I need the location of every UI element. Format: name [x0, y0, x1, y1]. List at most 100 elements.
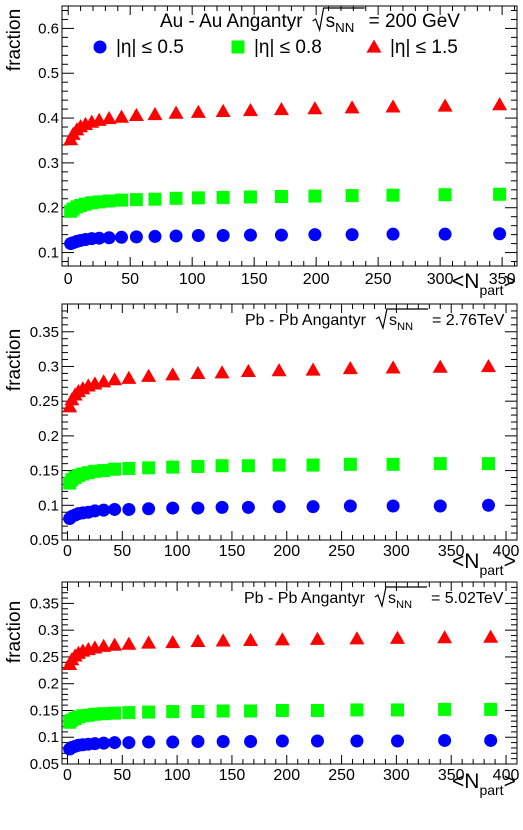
- data-point: [121, 370, 137, 384]
- data-point: [191, 735, 205, 749]
- series-2: [63, 457, 495, 490]
- data-point: [128, 107, 144, 122]
- x-tick-label: 50: [113, 543, 131, 560]
- data-point: [438, 733, 452, 747]
- y-tick-label: 0.3: [38, 155, 59, 172]
- data-point: [433, 457, 447, 471]
- data-point: [142, 461, 156, 475]
- data-point: [275, 703, 289, 717]
- data-point: [114, 109, 130, 123]
- y-tick-label: 0.15: [30, 702, 59, 719]
- data-point: [101, 111, 117, 125]
- x-tick-label: 50: [113, 767, 131, 784]
- data-point: [432, 359, 448, 373]
- sqrt-symbol: [374, 586, 427, 609]
- data-point: [216, 735, 230, 749]
- data-point: [307, 101, 323, 115]
- x-tick-label: 400: [493, 543, 520, 560]
- data-point: [215, 633, 231, 647]
- data-point: [62, 399, 78, 413]
- x-axis-label-main: <N: [452, 550, 479, 573]
- data-point: [215, 459, 229, 473]
- x-tick-label: 150: [219, 767, 246, 784]
- series-3: [62, 358, 496, 413]
- data-point: [390, 703, 404, 717]
- chart-panel-2: 0 50 100 150 200 250 300 350 400 0.05 0.1 0.15 0.2 0.…: [4, 303, 520, 578]
- data-point: [244, 735, 258, 749]
- x-axis-label-sub: part: [479, 282, 503, 298]
- series-1: [63, 733, 498, 756]
- x-tick-label: 0: [64, 271, 73, 288]
- data-point: [122, 462, 136, 476]
- panel-title: Au - Au Angantyr: [160, 11, 303, 32]
- y-axis-label: fraction: [4, 601, 25, 663]
- y-axis-label: fraction: [4, 9, 25, 71]
- data-point: [214, 365, 230, 379]
- data-point: [166, 735, 180, 749]
- y-tick-label: 0.05: [30, 532, 59, 549]
- x-tick-label: 150: [219, 543, 246, 560]
- data-point: [274, 228, 288, 242]
- data-point: [310, 734, 324, 748]
- panel-title: Pb - Pb Angantyr: [244, 590, 366, 607]
- data-point: [242, 102, 258, 117]
- data-point: [191, 229, 205, 243]
- chart-panel-3: 0 50 100 150 200 250 300 350 400 0.05 0.1 0.15 0.2 0.…: [4, 581, 519, 798]
- data-point: [122, 736, 136, 750]
- data-point: [190, 633, 206, 648]
- data-point: [142, 502, 156, 516]
- data-point: [216, 704, 230, 718]
- data-point: [272, 458, 286, 472]
- x-axis-label-main: <N: [452, 270, 479, 293]
- data-point: [108, 462, 122, 476]
- data-point: [97, 464, 111, 478]
- series-3: [62, 629, 499, 671]
- data-point: [343, 457, 357, 471]
- data-point: [165, 634, 181, 649]
- data-point: [386, 227, 400, 241]
- data-point: [492, 97, 508, 111]
- data-point: [493, 187, 507, 201]
- data-point: [148, 229, 162, 243]
- y-tick-label: 0.2: [38, 428, 59, 445]
- x-axis-label-main: <N: [452, 770, 479, 793]
- sqrt-s-sub: NN: [396, 599, 412, 611]
- data-point: [169, 191, 183, 205]
- data-point: [438, 188, 452, 202]
- data-point: [191, 705, 205, 719]
- data-point: [271, 363, 287, 377]
- x-tick-label: 100: [164, 767, 191, 784]
- data-point: [433, 499, 447, 513]
- x-tick-label: 300: [383, 543, 410, 560]
- x-tick-label: 200: [273, 767, 300, 784]
- data-point: [244, 704, 258, 718]
- data-point: [438, 702, 452, 716]
- data-point: [191, 501, 205, 515]
- data-point: [142, 705, 156, 719]
- data-point: [108, 736, 122, 750]
- data-point: [122, 502, 136, 516]
- data-point: [148, 192, 162, 206]
- data-point: [108, 502, 122, 516]
- y-tick-label: 0.4: [38, 110, 59, 127]
- y-axis-label: fraction: [4, 329, 25, 391]
- data-point: [115, 193, 129, 207]
- data-point: [147, 106, 163, 121]
- data-point: [481, 457, 495, 471]
- data-point: [102, 194, 116, 208]
- x-axis-label: <Npart>: [452, 770, 516, 798]
- series-2: [63, 702, 498, 729]
- data-point: [273, 102, 289, 116]
- data-point: [169, 229, 183, 243]
- data-point: [243, 632, 259, 646]
- data-point: [274, 190, 288, 204]
- data-point: [481, 498, 495, 512]
- series-1: [64, 227, 507, 251]
- data-point: [350, 703, 364, 717]
- data-point: [344, 100, 360, 114]
- legend-marker: [231, 40, 245, 54]
- x-tick-label: 350: [489, 271, 516, 288]
- data-point: [308, 228, 322, 242]
- data-point: [385, 360, 401, 374]
